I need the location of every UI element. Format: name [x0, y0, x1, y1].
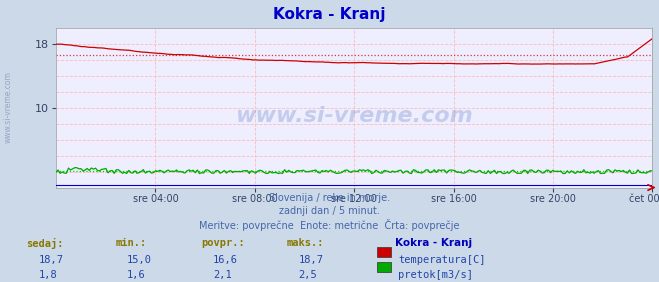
- Text: Kokra - Kranj: Kokra - Kranj: [273, 7, 386, 22]
- Text: maks.:: maks.:: [287, 238, 324, 248]
- Text: www.si-vreme.com: www.si-vreme.com: [235, 106, 473, 126]
- Text: www.si-vreme.com: www.si-vreme.com: [3, 71, 13, 143]
- Text: Slovenija / reke in morje.: Slovenija / reke in morje.: [269, 193, 390, 203]
- Text: Kokra - Kranj: Kokra - Kranj: [395, 238, 473, 248]
- Text: 16,6: 16,6: [213, 255, 238, 265]
- Text: 2,1: 2,1: [213, 270, 231, 280]
- Text: 1,8: 1,8: [38, 270, 57, 280]
- Text: min.:: min.:: [115, 238, 146, 248]
- Text: zadnji dan / 5 minut.: zadnji dan / 5 minut.: [279, 206, 380, 216]
- Text: sedaj:: sedaj:: [26, 238, 64, 249]
- Text: pretok[m3/s]: pretok[m3/s]: [398, 270, 473, 280]
- Text: 1,6: 1,6: [127, 270, 146, 280]
- Text: 18,7: 18,7: [38, 255, 63, 265]
- Text: 2,5: 2,5: [299, 270, 317, 280]
- Text: Meritve: povprečne  Enote: metrične  Črta: povprečje: Meritve: povprečne Enote: metrične Črta:…: [199, 219, 460, 231]
- Text: povpr.:: povpr.:: [201, 238, 244, 248]
- Text: temperatura[C]: temperatura[C]: [398, 255, 486, 265]
- Text: 15,0: 15,0: [127, 255, 152, 265]
- Text: 18,7: 18,7: [299, 255, 324, 265]
